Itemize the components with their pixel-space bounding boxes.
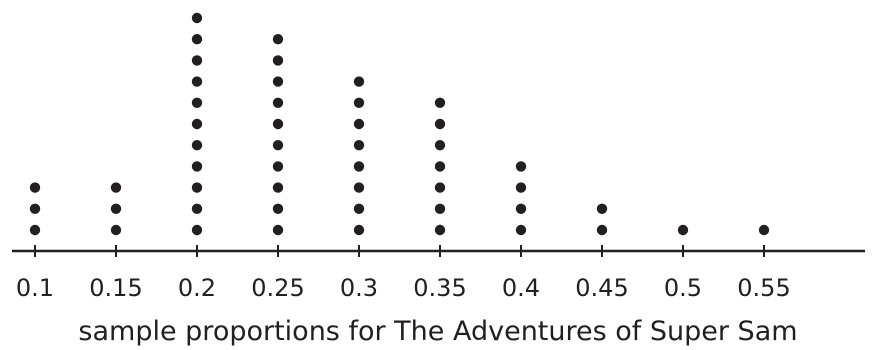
data-dot <box>272 76 284 87</box>
data-dot <box>353 97 365 109</box>
data-dot <box>353 118 365 130</box>
data-dot <box>353 161 365 172</box>
x-tick-label: 0.55 <box>737 274 790 302</box>
x-tick-label: 0.3 <box>340 274 378 302</box>
x-tick-label: 0.1 <box>16 274 54 302</box>
data-dot <box>434 224 446 236</box>
data-dot <box>191 97 203 109</box>
data-dot <box>110 224 122 236</box>
data-dot <box>191 161 203 172</box>
data-dot <box>515 224 527 236</box>
data-dot <box>596 203 608 214</box>
data-dot <box>272 97 284 109</box>
data-dot <box>353 224 365 236</box>
data-dot <box>272 118 284 130</box>
data-dot <box>110 182 122 193</box>
data-dot <box>191 55 203 66</box>
dot-series <box>29 12 770 236</box>
data-dot <box>434 140 446 151</box>
data-dot <box>272 161 284 172</box>
data-dot <box>434 161 446 172</box>
data-dot <box>272 224 284 236</box>
x-tick-label: 0.4 <box>502 274 540 302</box>
data-dot <box>191 203 203 214</box>
x-tick-label: 0.45 <box>575 274 628 302</box>
x-tick-label: 0.25 <box>251 274 304 302</box>
x-axis-tick-labels: 0.1 0.15 0.2 0.25 0.3 0.35 0.4 0.45 0.5 0.55 <box>16 274 791 302</box>
x-tick-label: 0.35 <box>413 274 466 302</box>
data-dot <box>29 182 41 193</box>
data-dot <box>191 76 203 87</box>
data-dot <box>515 161 527 172</box>
data-dot <box>434 203 446 214</box>
data-dot <box>29 224 41 236</box>
data-dot <box>110 203 122 214</box>
data-dot <box>272 182 284 193</box>
x-tick-label: 0.2 <box>178 274 216 302</box>
x-tick-label: 0.5 <box>664 274 702 302</box>
data-dot <box>191 118 203 130</box>
data-dot <box>515 203 527 214</box>
data-dot <box>191 140 203 151</box>
data-dot <box>272 140 284 151</box>
data-dot <box>515 182 527 193</box>
data-dot <box>596 224 608 236</box>
data-dot <box>434 118 446 130</box>
data-dot <box>353 140 365 151</box>
data-dot <box>191 34 203 45</box>
x-axis-ticks <box>34 245 765 257</box>
data-dot <box>272 34 284 45</box>
data-dot <box>434 182 446 193</box>
data-dot <box>758 224 770 236</box>
data-dot <box>353 76 365 87</box>
data-dot <box>677 224 689 236</box>
data-dot <box>353 182 365 193</box>
data-dot <box>272 55 284 66</box>
data-dot <box>272 203 284 214</box>
data-dot <box>29 203 41 214</box>
x-tick-label: 0.15 <box>89 274 142 302</box>
data-dot <box>353 203 365 214</box>
data-dot <box>191 182 203 193</box>
data-dot <box>191 12 203 24</box>
data-dot <box>434 97 446 109</box>
x-axis-title: sample proportions for The Adventures of… <box>78 316 797 347</box>
data-dot <box>191 224 203 236</box>
